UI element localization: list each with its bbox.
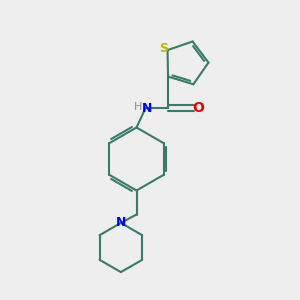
- Text: N: N: [142, 101, 152, 115]
- Text: H: H: [134, 102, 142, 112]
- Text: O: O: [192, 101, 204, 115]
- Text: N: N: [116, 216, 126, 230]
- Text: S: S: [160, 42, 169, 55]
